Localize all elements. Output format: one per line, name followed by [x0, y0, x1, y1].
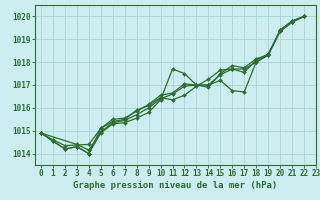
X-axis label: Graphe pression niveau de la mer (hPa): Graphe pression niveau de la mer (hPa) — [73, 181, 278, 190]
